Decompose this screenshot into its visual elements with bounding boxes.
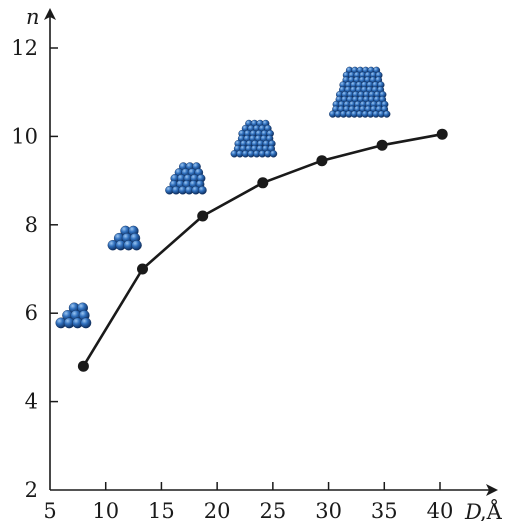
- data-point: [77, 360, 89, 372]
- data-point: [257, 177, 269, 189]
- x-axis-arrow: [486, 484, 498, 496]
- cluster-atom: [269, 150, 278, 158]
- cluster-atom: [80, 317, 92, 329]
- y-tick-label: 2: [25, 478, 38, 502]
- y-tick-label: 10: [11, 124, 38, 148]
- x-tick-label: 15: [148, 499, 175, 521]
- x-tick-label: 20: [204, 499, 231, 521]
- cluster-illustration: [55, 302, 92, 329]
- cluster-atom: [383, 110, 391, 118]
- x-tick-label: 10: [92, 499, 119, 521]
- cluster-illustration: [165, 162, 207, 195]
- data-point: [436, 128, 448, 140]
- data-point: [376, 139, 388, 151]
- data-point: [197, 210, 209, 222]
- y-tick-label: 8: [25, 213, 38, 237]
- y-tick-label: 6: [25, 301, 38, 325]
- axes: [44, 8, 498, 496]
- cluster-illustrations: [55, 66, 391, 329]
- y-tick-label: 4: [25, 390, 38, 414]
- cluster-illustration: [107, 225, 142, 251]
- data-point: [316, 155, 328, 167]
- y-tick-label: 12: [11, 36, 38, 60]
- x-tick-label: 35: [371, 499, 398, 521]
- data-series: [77, 128, 448, 372]
- x-tick-label: 5: [43, 499, 56, 521]
- x-tick-label: 40: [427, 499, 454, 521]
- cluster-atom: [131, 239, 142, 251]
- x-tick-label: 25: [259, 499, 286, 521]
- data-point: [137, 263, 148, 275]
- x-axis-title-unit: ,Å: [480, 499, 503, 521]
- x-tick-label: 30: [315, 499, 342, 521]
- x-axis-title: D ,Å: [464, 499, 503, 521]
- x-axis-title-symbol: D: [464, 500, 482, 521]
- y-ticks: 2 4 6 8 10 12: [11, 36, 58, 502]
- x-ticks: 5 10 15 20 25 30 35 40: [43, 482, 453, 521]
- y-axis-arrow: [44, 8, 56, 20]
- cluster-atom: [198, 185, 207, 195]
- cluster-illustration: [230, 119, 278, 158]
- y-axis-title: n: [26, 5, 40, 29]
- cluster-illustration: [329, 66, 391, 118]
